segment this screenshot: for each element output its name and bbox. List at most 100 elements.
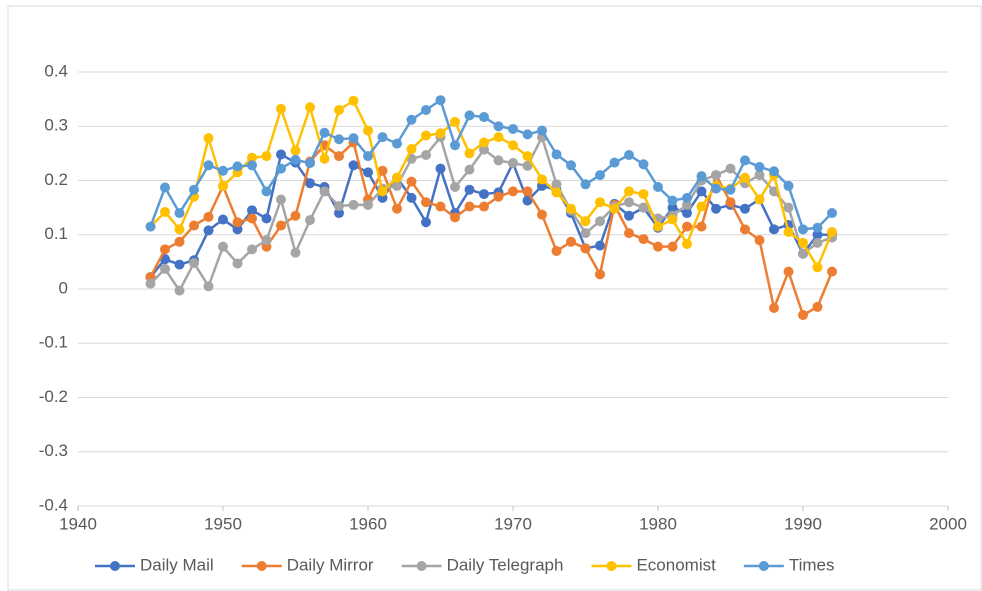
data-point (348, 133, 359, 144)
data-point (827, 227, 837, 238)
data-point (276, 194, 286, 205)
data-point (595, 170, 605, 181)
data-point (769, 166, 779, 177)
data-point (479, 189, 489, 200)
data-point (725, 184, 736, 195)
data-point (798, 237, 808, 248)
data-point (595, 269, 605, 280)
data-point (319, 153, 330, 164)
data-point (203, 133, 214, 144)
data-point (392, 138, 402, 149)
data-point (174, 259, 185, 270)
data-point (479, 201, 489, 212)
data-point (580, 228, 591, 239)
data-point (551, 149, 562, 160)
data-point (319, 127, 330, 138)
data-point (479, 144, 489, 155)
data-point (551, 246, 562, 257)
data-point (348, 160, 359, 171)
data-point (696, 171, 707, 182)
data-point (798, 224, 808, 235)
data-point (363, 151, 373, 162)
legend-label: Daily Mirror (287, 555, 374, 574)
data-point (247, 244, 257, 255)
data-point (247, 152, 257, 163)
y-tick-label: -0.2 (39, 387, 68, 406)
data-point (740, 155, 750, 166)
data-point (754, 235, 765, 246)
data-point (450, 182, 460, 193)
data-point (638, 234, 649, 245)
data-point (638, 202, 649, 213)
legend-label: Daily Mail (140, 555, 214, 574)
data-point (421, 217, 431, 228)
data-point (435, 128, 446, 139)
data-point (682, 192, 692, 203)
data-point (682, 199, 692, 210)
data-point (624, 150, 634, 161)
data-point (783, 227, 794, 238)
data-point (682, 238, 692, 249)
data-point (566, 236, 576, 247)
y-tick-label: -0.4 (39, 495, 68, 514)
data-point (406, 144, 417, 155)
data-point (276, 220, 286, 231)
data-point (334, 200, 344, 211)
legend-marker (110, 561, 120, 571)
data-point (522, 160, 533, 171)
data-point (261, 186, 272, 197)
data-point (276, 103, 286, 114)
data-point (537, 209, 547, 220)
data-point (537, 125, 547, 136)
data-point (624, 197, 634, 208)
data-point (305, 178, 315, 189)
data-point (189, 257, 199, 268)
data-point (493, 155, 504, 166)
data-point (725, 197, 736, 208)
data-point (464, 184, 475, 195)
data-point (667, 214, 678, 225)
data-point (783, 202, 794, 213)
data-point (290, 247, 301, 258)
data-point (522, 186, 533, 197)
data-point (638, 189, 649, 200)
x-tick-label: 1960 (349, 514, 387, 533)
data-point (261, 213, 272, 224)
data-point (479, 112, 489, 123)
legend-label: Economist (636, 555, 716, 574)
data-point (682, 221, 692, 232)
data-point (334, 208, 344, 219)
data-point (595, 216, 605, 227)
data-point (493, 191, 504, 202)
data-point (522, 129, 533, 140)
data-point (711, 170, 721, 181)
data-point (464, 201, 475, 212)
data-point (812, 237, 823, 248)
data-point (798, 248, 808, 259)
data-point (145, 221, 156, 232)
data-point (493, 121, 504, 132)
data-point (609, 203, 620, 214)
data-point (783, 266, 794, 277)
data-point (160, 244, 170, 255)
data-point (696, 221, 707, 232)
y-tick-label: 0 (59, 278, 68, 297)
y-tick-label: 0.4 (44, 61, 68, 80)
data-point (624, 228, 634, 239)
legend-label: Times (789, 555, 835, 574)
data-point (319, 186, 330, 197)
legend-marker (758, 561, 769, 571)
data-point (377, 132, 388, 143)
data-point (145, 278, 156, 289)
data-point (406, 176, 417, 187)
data-point (421, 197, 431, 208)
data-point (479, 137, 489, 148)
data-point (740, 224, 750, 235)
data-point (247, 213, 257, 224)
data-point (566, 203, 576, 214)
data-point (754, 170, 765, 181)
data-point (334, 151, 344, 162)
data-point (290, 210, 301, 221)
data-point (551, 187, 562, 198)
